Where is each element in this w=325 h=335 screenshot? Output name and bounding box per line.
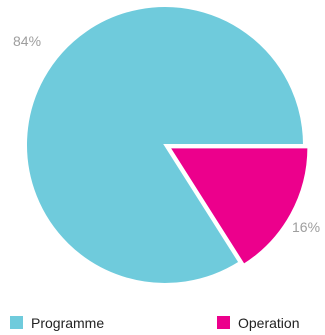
- legend: Programme Operation: [10, 315, 299, 331]
- pie-label-programme: 84%: [13, 33, 41, 49]
- legend-label-programme: Programme: [31, 315, 104, 331]
- pie-slice-programme[interactable]: [25, 5, 306, 285]
- pie-label-operation: 16%: [292, 219, 320, 235]
- pie-slice-operation[interactable]: [167, 146, 310, 267]
- legend-swatch-programme: [10, 316, 23, 329]
- pie-labels: 84% 16%: [13, 33, 320, 235]
- pie-slices: [25, 5, 310, 285]
- legend-item-programme[interactable]: Programme: [10, 315, 104, 331]
- legend-item-operation[interactable]: Operation: [217, 315, 299, 331]
- legend-swatch-operation: [217, 316, 230, 329]
- legend-label-operation: Operation: [238, 315, 299, 331]
